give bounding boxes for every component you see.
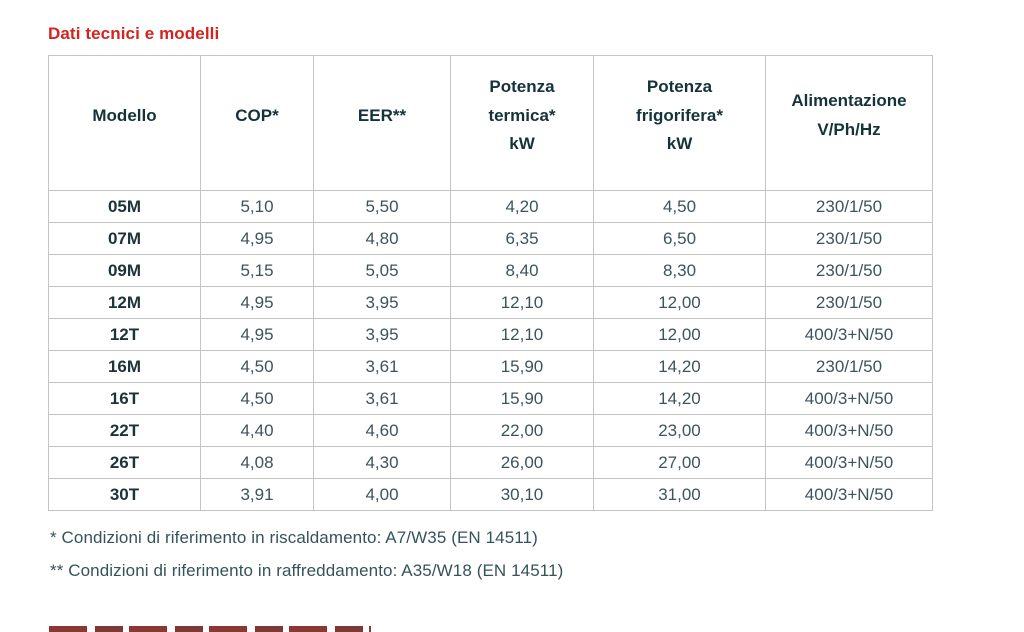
value-cell: 5,05: [313, 254, 451, 287]
value-cell: 230/1/50: [765, 350, 933, 383]
value-cell: 5,15: [200, 254, 314, 287]
value-cell: 400/3+N/50: [765, 478, 933, 511]
value-cell: 8,30: [593, 254, 766, 287]
value-cell: 3,95: [313, 286, 451, 319]
value-cell: 27,00: [593, 446, 766, 479]
model-cell: 16M: [48, 350, 201, 383]
model-cell: 09M: [48, 254, 201, 287]
model-cell: 12T: [48, 318, 201, 351]
value-cell: 26,00: [450, 446, 594, 479]
model-cell: 30T: [48, 478, 201, 511]
value-cell: 4,95: [200, 286, 314, 319]
value-cell: 5,50: [313, 190, 451, 223]
value-cell: 22,00: [450, 414, 594, 447]
value-cell: 4,95: [200, 318, 314, 351]
table-row: 05M 5,10 5,50 4,20 4,50 230/1/50: [48, 190, 933, 223]
model-cell: 16T: [48, 382, 201, 415]
header-modello: Modello: [48, 55, 201, 191]
value-cell: 4,50: [200, 382, 314, 415]
value-cell: 230/1/50: [765, 286, 933, 319]
value-cell: 230/1/50: [765, 254, 933, 287]
value-cell: 3,95: [313, 318, 451, 351]
table-row: 12M 4,95 3,95 12,10 12,00 230/1/50: [48, 286, 933, 319]
value-cell: 4,50: [593, 190, 766, 223]
value-cell: 4,80: [313, 222, 451, 255]
value-cell: 15,90: [450, 382, 594, 415]
value-cell: 400/3+N/50: [765, 382, 933, 415]
footnote-cooling-conditions: ** Condizioni di riferimento in raffredd…: [50, 561, 564, 580]
model-cell: 26T: [48, 446, 201, 479]
value-cell: 3,61: [313, 382, 451, 415]
value-cell: 4,40: [200, 414, 314, 447]
value-cell: 230/1/50: [765, 222, 933, 255]
technical-data-table: Modello COP* EER** Potenza termica* kW P…: [48, 55, 933, 511]
value-cell: 5,10: [200, 190, 314, 223]
table-row: 09M 5,15 5,05 8,40 8,30 230/1/50: [48, 254, 933, 287]
value-cell: 12,10: [450, 318, 594, 351]
value-cell: 3,91: [200, 478, 314, 511]
value-cell: 8,40: [450, 254, 594, 287]
value-cell: 230/1/50: [765, 190, 933, 223]
table-row: 12T 4,95 3,95 12,10 12,00 400/3+N/50: [48, 318, 933, 351]
header-eer: EER**: [313, 55, 451, 191]
value-cell: 400/3+N/50: [765, 318, 933, 351]
table-row: 22T 4,40 4,60 22,00 23,00 400/3+N/50: [48, 414, 933, 447]
value-cell: 4,60: [313, 414, 451, 447]
header-potenza-termica: Potenza termica* kW: [450, 55, 594, 191]
model-cell: 05M: [48, 190, 201, 223]
value-cell: 4,30: [313, 446, 451, 479]
header-row: Modello COP* EER** Potenza termica* kW P…: [48, 55, 933, 191]
header-cop: COP*: [200, 55, 314, 191]
header-alimentazione: Alimentazione V/Ph/Hz: [765, 55, 933, 191]
value-cell: 400/3+N/50: [765, 446, 933, 479]
value-cell: 12,00: [593, 318, 766, 351]
value-cell: 4,50: [200, 350, 314, 383]
value-cell: 4,20: [450, 190, 594, 223]
value-cell: 12,00: [593, 286, 766, 319]
table-row: 16M 4,50 3,61 15,90 14,20 230/1/50: [48, 350, 933, 383]
value-cell: 4,08: [200, 446, 314, 479]
footnote-heating-conditions: * Condizioni di riferimento in riscaldam…: [50, 528, 538, 547]
value-cell: 6,35: [450, 222, 594, 255]
value-cell: 12,10: [450, 286, 594, 319]
model-cell: 22T: [48, 414, 201, 447]
value-cell: 400/3+N/50: [765, 414, 933, 447]
table-row: 07M 4,95 4,80 6,35 6,50 230/1/50: [48, 222, 933, 255]
value-cell: 6,50: [593, 222, 766, 255]
value-cell: 30,10: [450, 478, 594, 511]
value-cell: 31,00: [593, 478, 766, 511]
clipped-bottom-text-fragment: [49, 626, 371, 632]
value-cell: 3,61: [313, 350, 451, 383]
page-title: Dati tecnici e modelli: [48, 24, 220, 43]
value-cell: 14,20: [593, 382, 766, 415]
table-body: 05M 5,10 5,50 4,20 4,50 230/1/50 07M 4,95 4,80 6,…: [48, 190, 933, 511]
value-cell: 4,95: [200, 222, 314, 255]
table-row: 16T 4,50 3,61 15,90 14,20 400/3+N/50: [48, 382, 933, 415]
value-cell: 23,00: [593, 414, 766, 447]
table-row: 26T 4,08 4,30 26,00 27,00 400/3+N/50: [48, 446, 933, 479]
table-row: 30T 3,91 4,00 30,10 31,00 400/3+N/50: [48, 478, 933, 511]
model-cell: 12M: [48, 286, 201, 319]
model-cell: 07M: [48, 222, 201, 255]
value-cell: 14,20: [593, 350, 766, 383]
value-cell: 4,00: [313, 478, 451, 511]
value-cell: 15,90: [450, 350, 594, 383]
header-potenza-frigorifera: Potenza frigorifera* kW: [593, 55, 766, 191]
table-header: Modello COP* EER** Potenza termica* kW P…: [48, 55, 933, 191]
